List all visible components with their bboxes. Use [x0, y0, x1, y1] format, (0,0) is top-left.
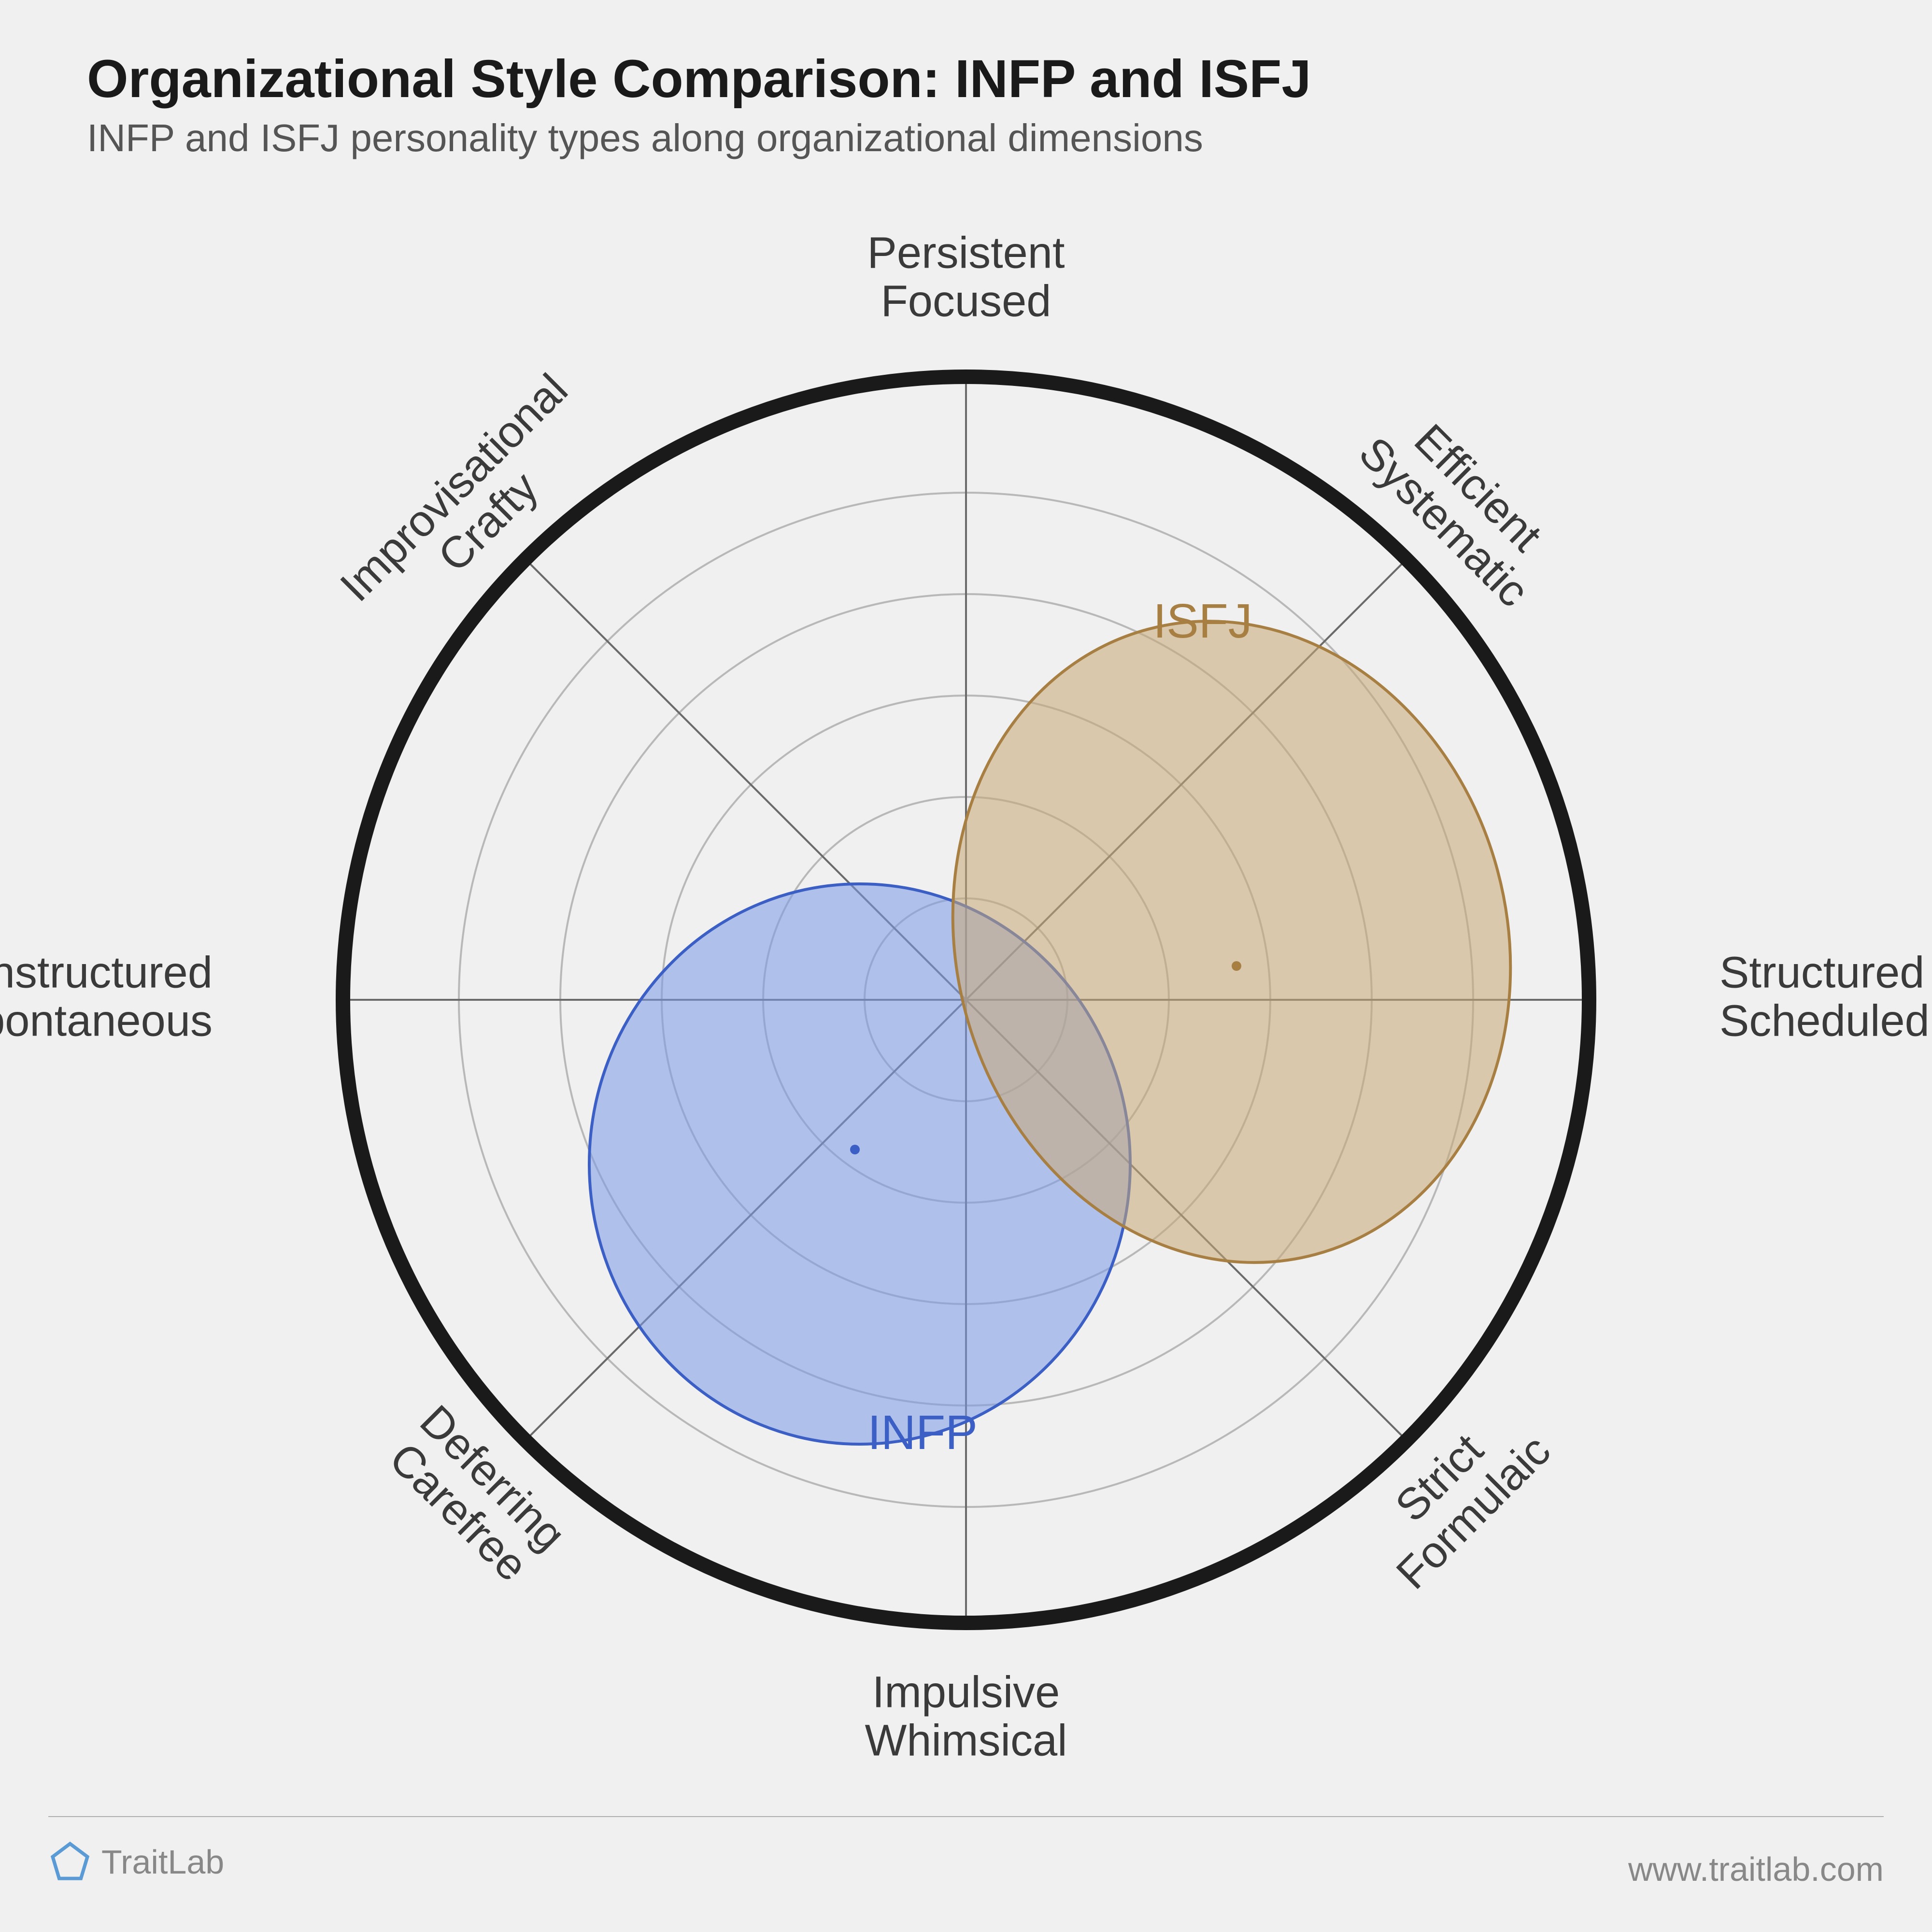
svg-text:Impulsive: Impulsive: [872, 1667, 1060, 1717]
chart-container: Organizational Style Comparison: INFP an…: [0, 0, 1932, 1932]
svg-text:Whimsical: Whimsical: [865, 1716, 1067, 1765]
axis-label: DeferringCarefree: [377, 1396, 575, 1594]
axis-label: ImpulsiveWhimsical: [865, 1667, 1067, 1765]
axis-label: StructuredScheduled: [1719, 948, 1930, 1045]
axis-label: PersistentFocused: [867, 228, 1065, 326]
brand-url: www.traitlab.com: [1628, 1850, 1884, 1889]
footer-divider: [48, 1816, 1884, 1817]
series-center-isfj: [1232, 961, 1241, 971]
svg-text:Scheduled: Scheduled: [1719, 996, 1930, 1045]
series-center-infp: [850, 1145, 860, 1154]
brand-logo-icon: [48, 1840, 92, 1884]
series-label-infp: INFP: [867, 1406, 978, 1460]
footer-left: TraitLab: [48, 1840, 224, 1884]
svg-text:Focused: Focused: [881, 276, 1051, 326]
brand-name: TraitLab: [101, 1843, 224, 1881]
svg-text:Unstructured: Unstructured: [0, 948, 213, 997]
svg-text:Persistent: Persistent: [867, 228, 1065, 277]
radar-chart: ISFJINFPPersistentFocusedEfficientSystem…: [0, 0, 1932, 1932]
series-label-isfj: ISFJ: [1153, 594, 1252, 648]
axis-label: UnstructuredSpontaneous: [0, 948, 213, 1045]
svg-text:Structured: Structured: [1719, 948, 1924, 997]
axis-label: StrictFormulaic: [1353, 1392, 1560, 1598]
svg-text:Spontaneous: Spontaneous: [0, 996, 213, 1045]
